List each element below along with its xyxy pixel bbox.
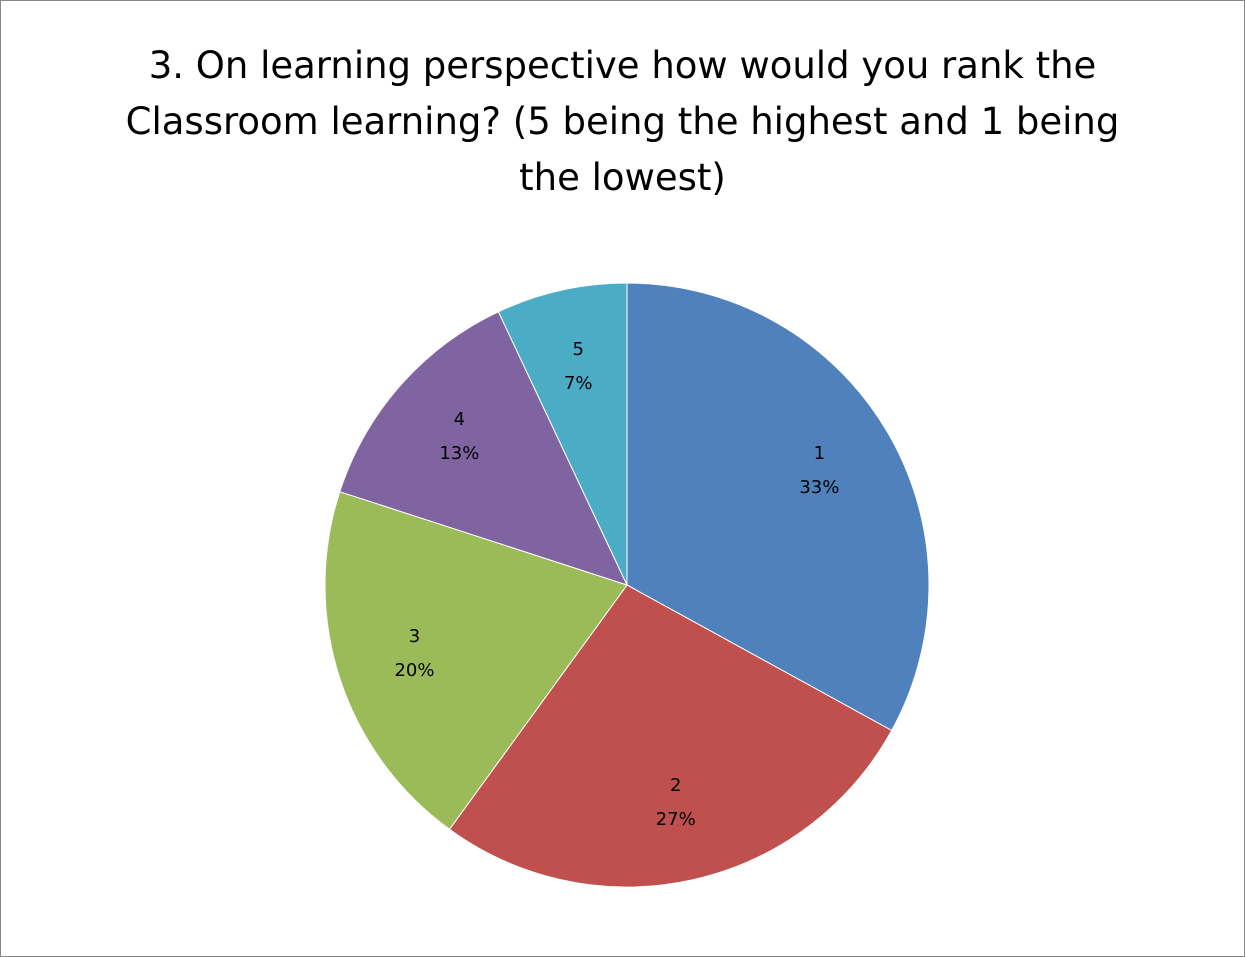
chart-title: 3. On learning perspective how would you…	[125, 44, 1120, 199]
pie-slice	[324, 491, 628, 831]
slice-value-label: 13%	[439, 443, 479, 464]
slice-value-label: 20%	[394, 660, 434, 681]
pie-slice	[626, 282, 930, 732]
slice-category-label: 3	[409, 626, 420, 647]
slice-value-label: 33%	[799, 477, 839, 498]
slice-category-label: 1	[814, 443, 825, 464]
pie-slice	[448, 584, 893, 888]
slice-category-label: 2	[670, 775, 681, 796]
pie-slice	[497, 282, 628, 586]
slice-category-label: 4	[454, 409, 465, 430]
slice-value-label: 7%	[564, 373, 593, 394]
slice-category-label: 5	[573, 339, 584, 360]
pie-slice	[339, 311, 628, 586]
slice-value-label: 27%	[656, 809, 696, 830]
